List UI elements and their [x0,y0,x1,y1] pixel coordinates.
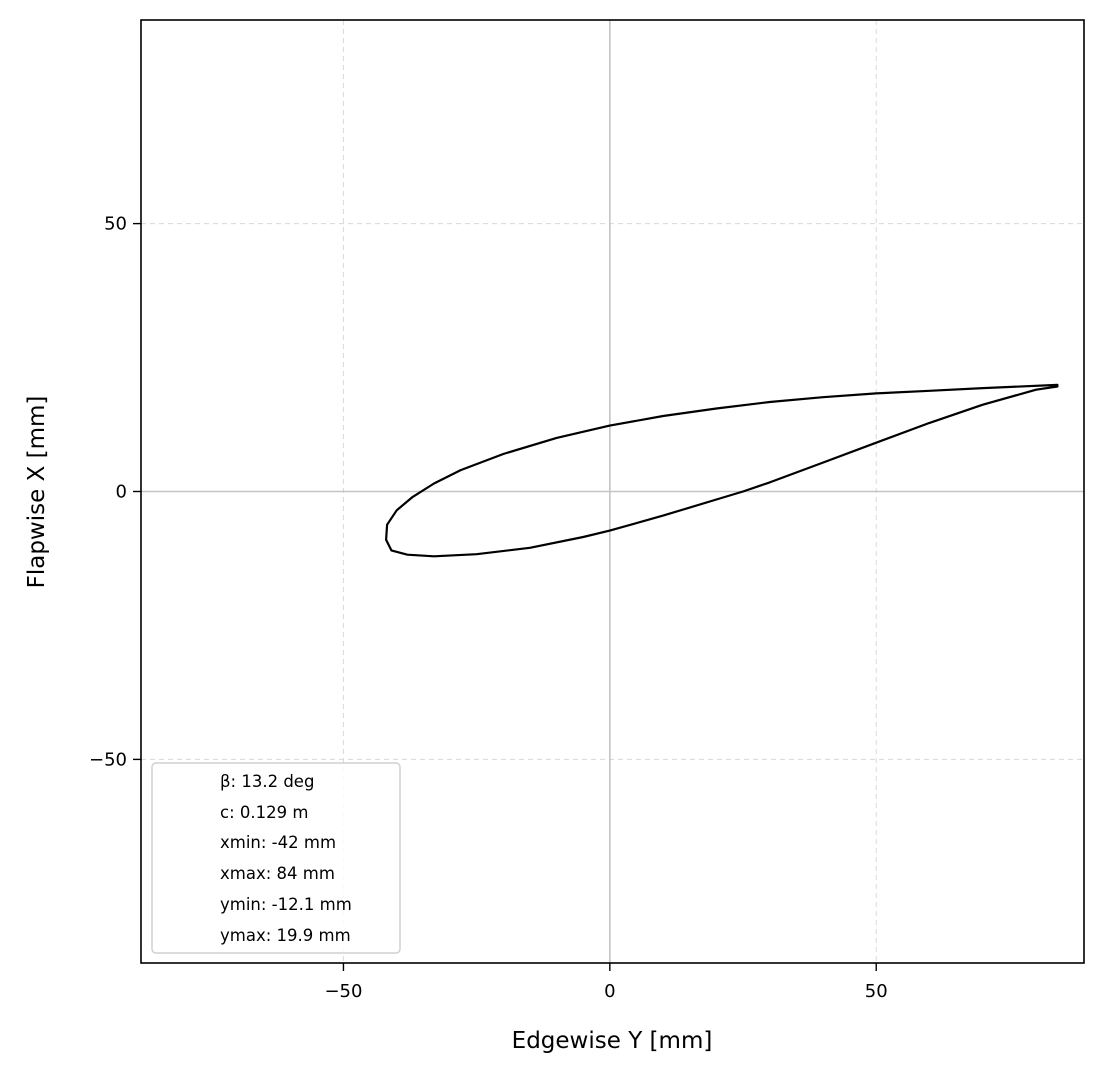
x-tick-label: 0 [604,981,615,1002]
ticks: −50 0 50 −50 0 50 [89,214,888,1002]
x-tick-label: 50 [865,981,888,1002]
legend-entry-ymin: ymin: -12.1 mm [220,895,352,914]
x-axis-title: Edgewise Y [mm] [512,1028,713,1054]
y-tick-label: −50 [89,749,127,770]
series-layer [385,383,1059,558]
y-tick-label: 50 [104,214,127,235]
legend-entry-xmax: xmax: 84 mm [220,864,335,883]
x-tick-label: −50 [324,981,362,1002]
legend-entry-beta: β: 13.2 deg [220,772,314,791]
legend: β: 13.2 deg c: 0.129 m xmin: -42 mm xmax… [151,762,401,954]
y-axis-title: Flapwise X [mm] [24,396,50,589]
legend-entry-chord: c: 0.129 m [220,803,308,822]
legend-entry-ymax: ymax: 19.9 mm [220,926,351,945]
legend-entry-xmin: xmin: -42 mm [220,833,336,852]
y-tick-label: 0 [116,482,127,503]
airfoil-profile-line [385,383,1059,558]
zero-lines [141,20,1084,963]
legend-box [151,762,401,954]
